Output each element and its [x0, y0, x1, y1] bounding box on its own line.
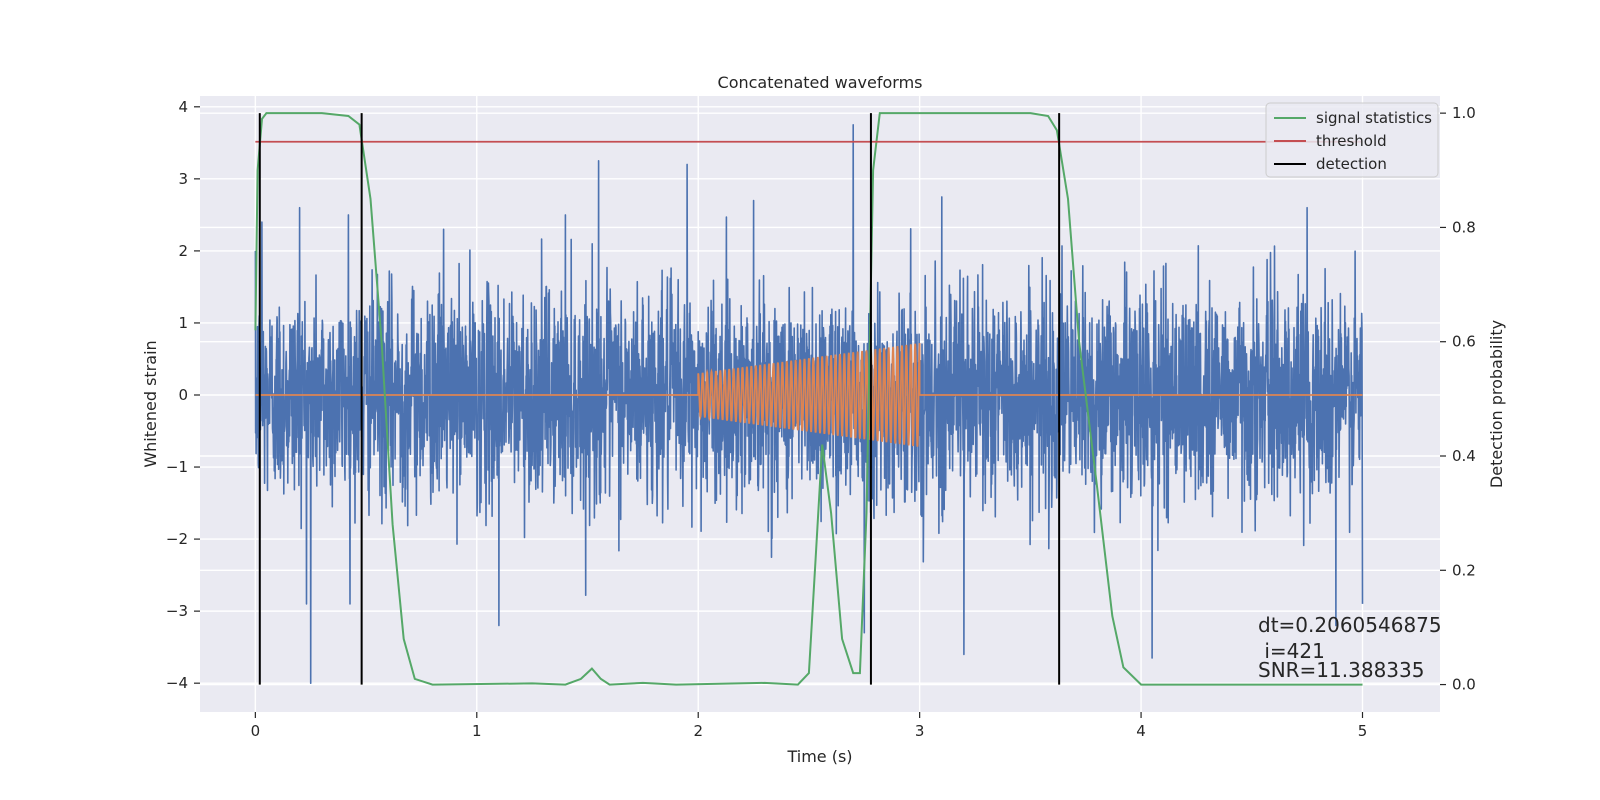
x-tick-label: 2	[693, 722, 703, 740]
y-left-tick-label: 0	[178, 386, 188, 404]
y-axis-left-label: Whitened strain	[141, 340, 160, 467]
y-left-tick-label: 3	[178, 170, 188, 188]
signal-statistics-line	[254, 112, 1363, 686]
x-tick-label: 0	[251, 722, 261, 740]
x-tick-label: 3	[915, 722, 925, 740]
injected-waveform-line	[255, 343, 1363, 447]
y-left-tick-label: 4	[178, 98, 188, 116]
y-left-tick-label: 1	[178, 314, 188, 332]
legend-entry-detection: detection	[1316, 155, 1387, 173]
legend: signal statistics threshold detection	[1265, 102, 1439, 178]
y-left-tick-label: 2	[178, 242, 188, 260]
legend-entry-threshold: threshold	[1316, 132, 1387, 150]
series-layer	[254, 112, 1364, 686]
y-right-tick-label: 0.0	[1452, 676, 1476, 694]
y-left-tick-label: −4	[166, 674, 188, 692]
y-left-tick-label: −3	[166, 602, 188, 620]
y-axis-right-label: Detection probability	[1487, 320, 1506, 488]
y-right-tick-label: 1.0	[1452, 104, 1476, 122]
axes: 0 1 2 3 4 5 −4 −3 −2 −1 0 1 2 3 4 0.0 0.2 0.4 0.6 0.8 1.0	[166, 98, 1476, 740]
annotation-index: i=421	[1258, 639, 1325, 663]
y-right-tick-label: 0.8	[1452, 218, 1476, 236]
x-tick-label: 4	[1136, 722, 1146, 740]
y-left-tick-label: −1	[166, 458, 188, 476]
legend-entry-signal-statistics: signal statistics	[1316, 109, 1432, 127]
chart-title: Concatenated waveforms	[718, 73, 923, 92]
y-right-tick-label: 0.6	[1452, 333, 1476, 351]
y-left-tick-label: −2	[166, 530, 188, 548]
annotation-snr: SNR=11.388335	[1258, 658, 1424, 682]
x-axis-label: Time (s)	[786, 747, 852, 766]
x-tick-label: 1	[472, 722, 482, 740]
annotation-dt: dt=0.2060546875	[1258, 613, 1442, 637]
y-right-tick-label: 0.4	[1452, 447, 1476, 465]
y-right-tick-label: 0.2	[1452, 561, 1476, 579]
x-tick-label: 5	[1358, 722, 1368, 740]
legend-box	[1265, 102, 1439, 178]
